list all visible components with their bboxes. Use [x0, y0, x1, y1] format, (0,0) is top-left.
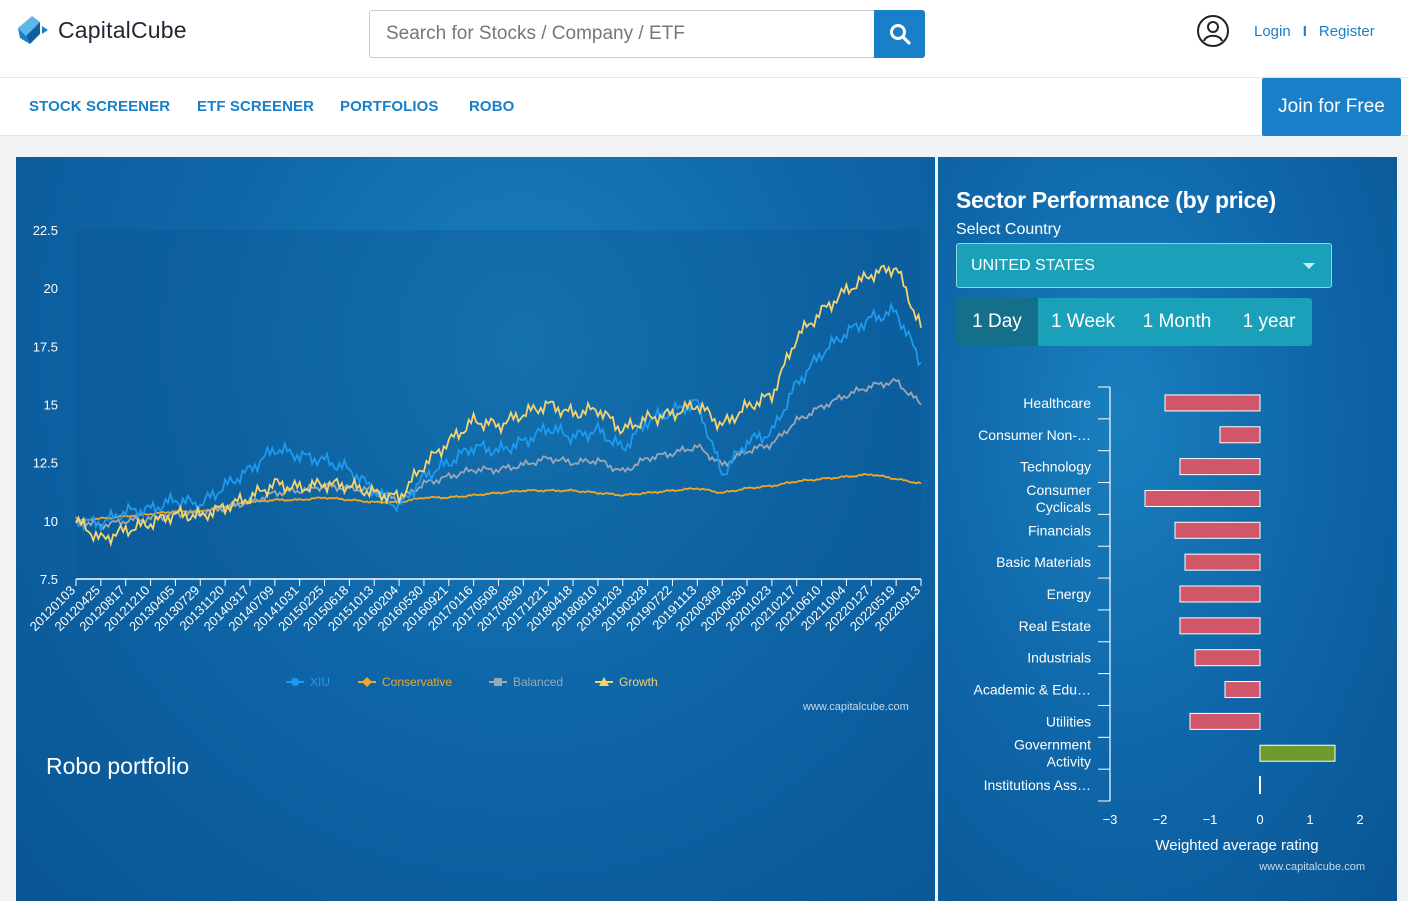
x-tick-label: 2 [1356, 812, 1363, 827]
search-button[interactable] [874, 10, 925, 58]
tab-1-year[interactable]: 1 year [1242, 311, 1296, 332]
x-axis-title: Weighted average rating [1155, 837, 1318, 854]
category-label: Cyclicals [1036, 499, 1091, 515]
sector-bar[interactable] [1219, 426, 1261, 444]
country-select-value: UNITED STATES [971, 256, 1095, 274]
y-tick-label: 15 [44, 398, 58, 413]
y-tick-label: 20 [44, 281, 58, 296]
nav-etf-screener[interactable]: ETF SCREENER [197, 98, 315, 115]
login-link[interactable]: Login [1254, 22, 1291, 40]
sector-bar[interactable] [1184, 553, 1261, 571]
sector-title: Sector Performance (by price) [956, 187, 1276, 213]
brand-name: CapitalCube [58, 16, 187, 43]
category-label: Industrials [1027, 650, 1091, 666]
auth-separator: I [1302, 22, 1307, 40]
sector-bar[interactable] [1179, 458, 1261, 476]
legend-label: Balanced [513, 675, 563, 689]
plot-area [76, 230, 921, 579]
category-label: Consumer Non-… [978, 427, 1091, 443]
select-country-label: Select Country [956, 221, 1061, 238]
robo-performance-chart: 22.52017.51512.5107.52012010320120425201… [27, 223, 924, 689]
user-icon[interactable] [1196, 14, 1230, 48]
sector-bar[interactable] [1144, 489, 1261, 507]
sector-bar[interactable] [1179, 585, 1261, 603]
category-label: Government [1014, 737, 1091, 753]
series-line-growth [75, 264, 922, 548]
legend-label: Growth [619, 675, 658, 689]
category-label: Real Estate [1019, 618, 1092, 634]
y-tick-label: 10 [44, 514, 58, 529]
sector-bar[interactable] [1174, 521, 1261, 539]
user-area: Login I Register [1196, 14, 1375, 48]
nav-robo[interactable]: ROBO [469, 98, 515, 115]
category-label: Energy [1047, 586, 1091, 602]
period-tabs: 1 Day 1 Week 1 Month 1 year [956, 298, 1312, 346]
tab-1-day[interactable]: 1 Day [956, 298, 1038, 346]
sector-bar[interactable] [1189, 712, 1261, 730]
x-tick-label: −2 [1153, 812, 1168, 827]
y-tick-label: 22.5 [33, 223, 58, 238]
series-line-balanced [75, 377, 922, 531]
register-link[interactable]: Register [1318, 22, 1375, 40]
nav-portfolios[interactable]: PORTFOLIOS [340, 98, 439, 115]
nav-stock-screener[interactable]: STOCK SCREENER [29, 98, 171, 115]
chevron-down-icon [1303, 263, 1315, 269]
x-tick-label: −3 [1103, 812, 1118, 827]
y-tick-label: 17.5 [33, 339, 58, 354]
sector-bar[interactable] [1179, 617, 1261, 635]
sector-bar[interactable] [1259, 744, 1336, 762]
category-label: Utilities [1046, 713, 1091, 729]
robo-portfolio-panel: 22.5 20 17.5 15 12.5 10 7.5 20120103 20120425 201… [16, 157, 935, 901]
x-tick-label: 1 [1306, 812, 1313, 827]
legend-item-balanced[interactable]: Balanced [489, 675, 563, 689]
tab-1-week[interactable]: 1 Week [1050, 311, 1116, 332]
sector-bar[interactable] [1224, 681, 1261, 699]
sector-performance-panel: Sector Performance (by price) Select Cou… [938, 157, 1397, 901]
category-label: Activity [1047, 754, 1091, 770]
x-tick-label: −1 [1203, 812, 1218, 827]
series-line-xiu [75, 301, 922, 533]
join-for-free-button[interactable]: Join for Free [1262, 78, 1401, 136]
category-label: Consumer [1026, 482, 1091, 498]
legend-item-growth[interactable]: Growth [595, 675, 658, 689]
tab-1-month[interactable]: 1 Month [1142, 311, 1212, 332]
robo-portfolio-title: Robo portfolio [46, 753, 190, 779]
sector-chart-watermark: www.capitalcube.com [1258, 861, 1365, 873]
main-nav: STOCK SCREENER ETF SCREENER PORTFOLIOS R… [0, 78, 1408, 136]
search-input[interactable] [369, 10, 874, 58]
legend-label: Conservative [382, 675, 452, 689]
legend-item-xiu[interactable]: XIU [286, 675, 330, 689]
chart-watermark: www.capitalcube.com [803, 701, 909, 713]
logo[interactable]: CapitalCube [16, 14, 187, 46]
series-line-conservative [75, 473, 922, 523]
sector-bar-chart: Healthcare Consumer Non-… Technology Consum… [974, 386, 1365, 873]
category-label: Academic & Edu… [974, 682, 1092, 698]
search-bar [369, 10, 925, 58]
sector-bar[interactable] [1194, 649, 1261, 667]
y-tick-label: 7.5 [40, 572, 58, 587]
legend-label: XIU [310, 675, 330, 689]
category-label: Basic Materials [996, 554, 1091, 570]
country-select[interactable]: UNITED STATES [956, 243, 1332, 288]
top-bar: CapitalCube Login I Register [0, 0, 1408, 78]
sector-bar[interactable] [1259, 776, 1261, 795]
category-label: Healthcare [1023, 395, 1091, 411]
category-label: Technology [1020, 459, 1091, 475]
legend-item-conservative[interactable]: Conservative [358, 675, 452, 689]
category-label: Financials [1028, 522, 1091, 538]
logo-cube-icon [16, 14, 50, 46]
sector-bar[interactable] [1164, 394, 1261, 412]
category-label: Institutions Ass… [984, 777, 1091, 793]
x-tick-label: 0 [1256, 812, 1263, 827]
search-icon [889, 24, 911, 45]
y-tick-label: 12.5 [33, 456, 58, 471]
